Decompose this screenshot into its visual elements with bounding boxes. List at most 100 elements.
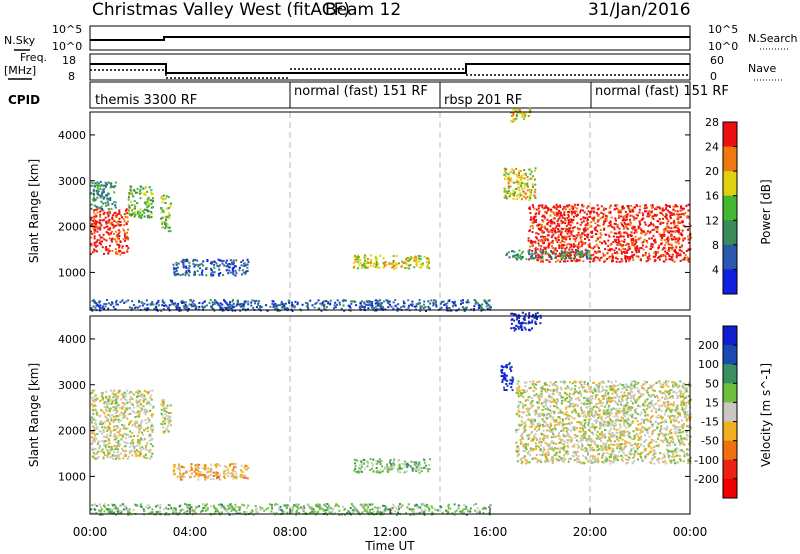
- echo-cell: [554, 252, 557, 255]
- echo-cell: [560, 227, 563, 230]
- echo-cell: [188, 469, 191, 472]
- echo-cell: [630, 437, 632, 440]
- echo-cell: [570, 251, 573, 254]
- echo-cell: [647, 215, 650, 218]
- echo-cell: [645, 260, 648, 263]
- echo-cell: [591, 217, 594, 220]
- echo-cell: [409, 255, 412, 258]
- echo-cell: [672, 238, 675, 241]
- echo-cell: [97, 184, 100, 187]
- echo-cell: [98, 422, 101, 425]
- echo-cell: [197, 470, 200, 473]
- echo-cell: [126, 417, 129, 420]
- echo-cell: [93, 217, 96, 220]
- echo-cell: [145, 453, 147, 456]
- echo-cell: [523, 116, 526, 119]
- echo-cell: [106, 403, 108, 406]
- echo-cell: [518, 249, 521, 252]
- echo-cell: [687, 414, 689, 417]
- echo-cell: [481, 303, 484, 306]
- echo-cell: [568, 227, 571, 230]
- echo-cell: [160, 207, 163, 210]
- echo-cell: [105, 395, 108, 398]
- echo-cell: [580, 245, 583, 248]
- echo-cell: [152, 206, 155, 209]
- echo-cell: [110, 184, 113, 187]
- echo-cell: [684, 254, 687, 257]
- echo-cell: [534, 213, 537, 216]
- echo-cell: [663, 461, 666, 464]
- echo-cell: [128, 193, 130, 196]
- echo-cell: [520, 462, 523, 465]
- echo-cell: [566, 235, 569, 238]
- echo-cell: [635, 255, 638, 258]
- echo-cell: [93, 453, 96, 456]
- echo-cell: [418, 266, 421, 269]
- echo-cell: [232, 259, 235, 262]
- echo-cell: [574, 203, 577, 206]
- echo-cell: [383, 264, 386, 267]
- echo-cell: [398, 459, 401, 462]
- echo-cell: [576, 207, 579, 210]
- echo-cell: [102, 391, 104, 394]
- echo-cell: [338, 303, 341, 306]
- echo-cell: [519, 170, 522, 172]
- echo-cell: [165, 195, 168, 198]
- echo-cell: [111, 250, 114, 253]
- echo-cell: [537, 224, 540, 227]
- echo-cell: [418, 302, 421, 305]
- echo-cell: [118, 406, 121, 409]
- echo-cell: [383, 263, 386, 266]
- echo-cell: [423, 465, 426, 468]
- echo-cell: [122, 228, 125, 231]
- echo-cell: [165, 219, 167, 222]
- echo-cell: [532, 439, 535, 442]
- echo-cell: [596, 457, 599, 460]
- echo-cell: [178, 467, 181, 470]
- echo-cell: [103, 184, 106, 187]
- echo-cell: [94, 419, 97, 422]
- echo-cell: [413, 305, 416, 308]
- echo-cell: [130, 403, 133, 406]
- echo-cell: [683, 251, 685, 254]
- echo-cell: [579, 415, 582, 417]
- echo-cell: [669, 243, 672, 246]
- echo-cell: [138, 305, 141, 308]
- echo-cell: [672, 391, 675, 394]
- echo-cell: [536, 311, 539, 314]
- echo-cell: [102, 456, 105, 459]
- echo-cell: [96, 451, 99, 454]
- echo-cell: [564, 260, 566, 263]
- echo-cell: [649, 386, 652, 389]
- echo-cell: [100, 395, 103, 398]
- echo-cell: [559, 206, 562, 209]
- echo-cell: [528, 168, 531, 171]
- echo-cell: [542, 451, 545, 454]
- echo-cell: [104, 305, 107, 308]
- echo-cell: [578, 228, 581, 231]
- echo-cell: [247, 467, 250, 469]
- echo-cell: [540, 461, 542, 463]
- echo-cell: [645, 240, 648, 242]
- echo-cell: [571, 382, 574, 385]
- echo-cell: [242, 303, 245, 306]
- echo-cell: [675, 410, 678, 413]
- echo-cell: [291, 304, 294, 307]
- echo-cell: [525, 391, 528, 393]
- echo-cell: [155, 305, 158, 308]
- echo-cell: [583, 401, 586, 404]
- colorbar-swatch: [723, 244, 737, 270]
- echo-cell: [534, 433, 537, 436]
- echo-cell: [675, 256, 678, 259]
- echo-cell: [210, 262, 213, 265]
- echo-cell: [581, 437, 584, 440]
- echo-cell: [508, 176, 511, 179]
- echo-cell: [663, 232, 665, 235]
- echo-cell: [443, 304, 446, 306]
- echo-cell: [565, 208, 567, 211]
- echo-cell: [596, 208, 599, 211]
- echo-cell: [375, 299, 377, 302]
- echo-cell: [147, 196, 150, 199]
- echo-cell: [666, 439, 669, 442]
- echo-cell: [393, 463, 396, 466]
